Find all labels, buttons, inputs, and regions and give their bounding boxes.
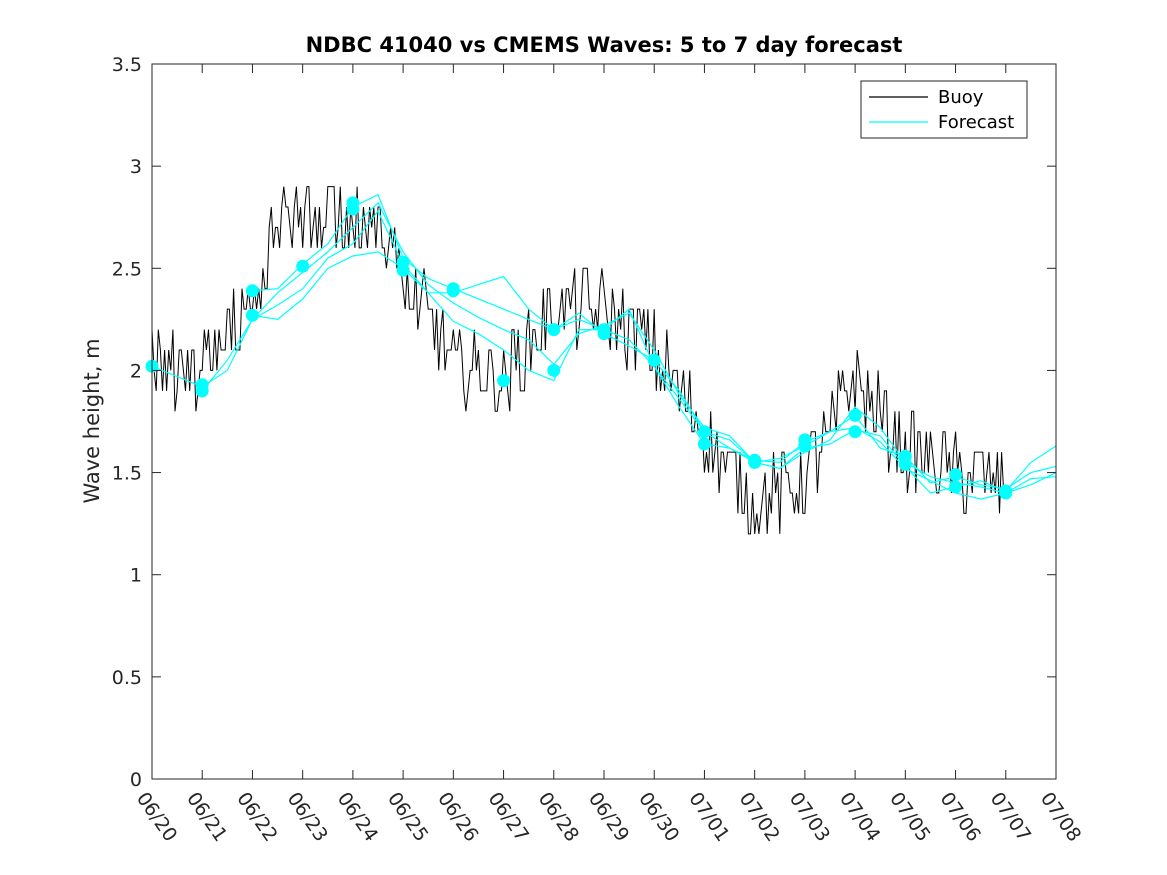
forecast-marker-25 xyxy=(848,408,862,422)
chart-title: NDBC 41040 vs CMEMS Waves: 5 to 7 day fo… xyxy=(306,33,903,57)
forecast-marker-10 xyxy=(396,263,410,277)
y-tick-label-4: 2 xyxy=(130,360,142,382)
forecast-marker-20 xyxy=(697,437,711,451)
legend: Buoy Forecast xyxy=(860,80,1028,139)
forecast-marker-29 xyxy=(949,468,963,482)
plot-area xyxy=(145,63,1057,780)
legend-label-buoy: Buoy xyxy=(938,87,984,108)
forecast-marker-32 xyxy=(999,486,1013,500)
forecast-marker-4 xyxy=(245,284,259,298)
series-line-forecast-2 xyxy=(201,209,1057,500)
y-tick-label-3: 1.5 xyxy=(112,463,142,485)
forecast-marker-12 xyxy=(446,284,460,298)
y-tick-label-5: 2.5 xyxy=(112,258,142,280)
y-tick-label-1: 0.5 xyxy=(112,667,142,689)
forecast-marker-30 xyxy=(949,480,963,494)
plot-background xyxy=(152,64,1056,779)
forecast-marker-8 xyxy=(346,202,360,216)
y-axis-label: Wave height, m xyxy=(80,338,104,503)
y-axis-ticks: 0 0.5 1 1.5 2 2.5 3 3.5 xyxy=(112,54,1056,791)
y-tick-label-7: 3.5 xyxy=(112,54,142,76)
legend-box xyxy=(860,80,1028,139)
forecast-marker-3 xyxy=(195,384,209,398)
forecast-marker-18 xyxy=(647,353,661,367)
forecast-marker-22 xyxy=(748,455,762,469)
forecast-marker-6 xyxy=(296,259,310,273)
forecast-marker-13 xyxy=(497,374,511,388)
y-tick-label-2: 1 xyxy=(130,565,142,587)
forecast-marker-5 xyxy=(245,308,259,322)
forecast-marker-19 xyxy=(697,425,711,439)
y-tick-label-6: 3 xyxy=(130,156,142,178)
y-tick-label-0: 0 xyxy=(130,769,142,791)
forecast-marker-14 xyxy=(547,323,561,337)
forecast-marker-28 xyxy=(898,457,912,471)
forecast-marker-15 xyxy=(547,363,561,377)
legend-label-forecast: Forecast xyxy=(938,112,1014,133)
forecast-marker-24 xyxy=(798,439,812,453)
forecast-marker-26 xyxy=(848,425,862,439)
forecast-marker-17 xyxy=(597,327,611,341)
